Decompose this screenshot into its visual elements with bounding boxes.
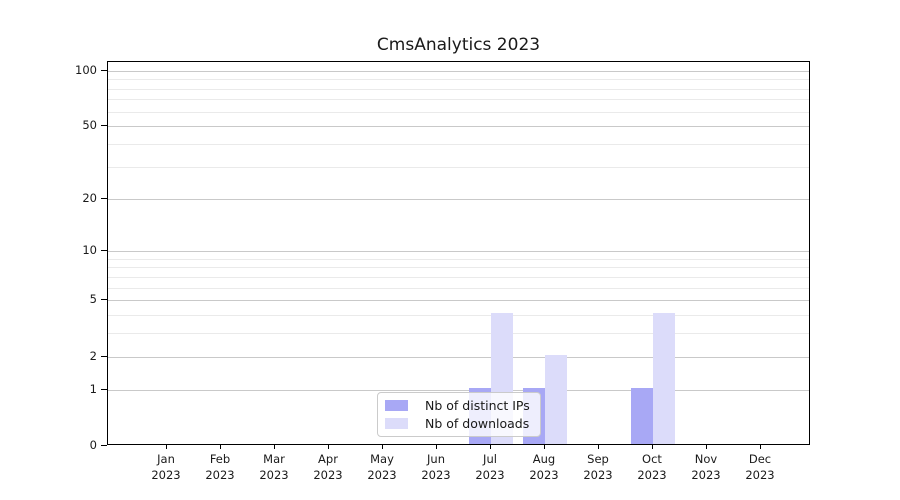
y-tick-50 bbox=[101, 125, 107, 127]
major-gridline-10 bbox=[108, 251, 809, 253]
x-tick-label-apr: Apr 2023 bbox=[313, 452, 343, 482]
major-gridline-100 bbox=[108, 70, 809, 72]
y-tick-label-5: 5 bbox=[89, 292, 97, 307]
legend-item-distinct-ips: Nb of distinct IPs bbox=[385, 397, 532, 414]
y-tick-label-2: 2 bbox=[89, 348, 97, 363]
major-gridline-20 bbox=[108, 198, 809, 200]
y-tick-label-1: 1 bbox=[89, 381, 97, 396]
major-gridline-5 bbox=[108, 300, 809, 302]
minor-gridline-7 bbox=[108, 276, 809, 278]
minor-gridline-70 bbox=[108, 99, 809, 101]
legend: Nb of distinct IPs Nb of downloads bbox=[377, 392, 541, 437]
major-gridline-2 bbox=[108, 356, 809, 358]
x-tick-label-sep: Sep 2023 bbox=[583, 452, 613, 482]
x-tick-dec bbox=[760, 445, 761, 449]
y-tick-label-50: 50 bbox=[82, 118, 97, 133]
x-tick-mar bbox=[274, 445, 275, 449]
minor-gridline-60 bbox=[108, 111, 809, 113]
minor-gridline-3 bbox=[108, 333, 809, 335]
minor-gridline-40 bbox=[108, 144, 809, 146]
bar-ips-oct bbox=[631, 387, 653, 444]
x-tick-feb bbox=[220, 445, 221, 449]
x-tick-label-jan: Jan 2023 bbox=[151, 452, 181, 482]
minor-gridline-30 bbox=[108, 166, 809, 168]
minor-gridline-80 bbox=[108, 88, 809, 90]
legend-label-distinct-ips: Nb of distinct IPs bbox=[425, 398, 530, 414]
x-tick-may bbox=[382, 445, 383, 449]
legend-label-downloads: Nb of downloads bbox=[425, 415, 530, 431]
major-gridline-50 bbox=[108, 126, 809, 128]
minor-gridline-90 bbox=[108, 79, 809, 81]
x-tick-label-feb: Feb 2023 bbox=[205, 452, 235, 482]
x-tick-jan bbox=[166, 445, 167, 449]
legend-item-downloads: Nb of downloads bbox=[385, 415, 532, 432]
major-gridline-1 bbox=[108, 389, 809, 391]
y-tick-10 bbox=[101, 250, 107, 252]
x-tick-label-mar: Mar 2023 bbox=[259, 452, 289, 482]
minor-gridline-4 bbox=[108, 315, 809, 317]
x-tick-sep bbox=[598, 445, 599, 449]
y-tick-label-10: 10 bbox=[82, 243, 97, 258]
x-tick-jun bbox=[436, 445, 437, 449]
x-tick-jul bbox=[490, 445, 491, 449]
y-tick-label-20: 20 bbox=[82, 190, 97, 205]
downloads-swatch bbox=[385, 417, 408, 429]
y-tick-5 bbox=[101, 299, 107, 301]
chart-title: CmsAnalytics 2023 bbox=[376, 35, 541, 55]
y-tick-0 bbox=[101, 445, 107, 446]
x-tick-label-jul: Jul 2023 bbox=[475, 452, 505, 482]
y-tick-label-100: 100 bbox=[75, 62, 97, 77]
bar-downloads-oct bbox=[653, 313, 675, 444]
x-tick-label-nov: Nov 2023 bbox=[691, 452, 721, 482]
y-tick-1 bbox=[101, 388, 107, 390]
y-tick-100 bbox=[101, 69, 107, 71]
minor-gridline-9 bbox=[108, 258, 809, 260]
x-tick-label-oct: Oct 2023 bbox=[637, 452, 667, 482]
x-tick-nov bbox=[706, 445, 707, 449]
x-tick-apr bbox=[328, 445, 329, 449]
minor-gridline-8 bbox=[108, 267, 809, 269]
minor-gridline-6 bbox=[108, 287, 809, 289]
y-tick-2 bbox=[101, 355, 107, 357]
distinct-ips-swatch bbox=[385, 400, 408, 412]
x-tick-aug bbox=[544, 445, 545, 449]
plot-area bbox=[107, 61, 810, 445]
x-tick-oct bbox=[652, 445, 653, 449]
y-tick-label-0: 0 bbox=[89, 438, 97, 452]
bar-downloads-aug bbox=[545, 354, 567, 444]
x-tick-label-dec: Dec 2023 bbox=[745, 452, 775, 482]
x-tick-label-may: May 2023 bbox=[367, 452, 397, 482]
x-tick-label-aug: Aug 2023 bbox=[529, 452, 559, 482]
x-tick-label-jun: Jun 2023 bbox=[421, 452, 451, 482]
y-tick-20 bbox=[101, 197, 107, 199]
